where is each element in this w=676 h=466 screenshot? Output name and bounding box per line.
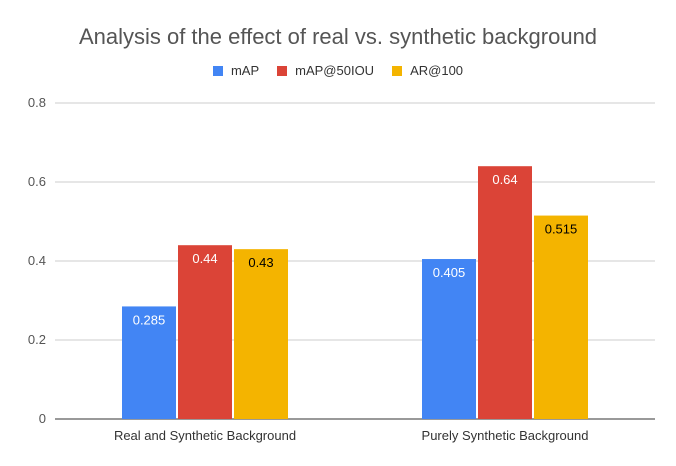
legend-item-map: mAP [212,63,260,78]
bar-value-label: 0.43 [248,255,273,270]
bar [178,245,232,419]
legend-label-ar100: AR@100 [410,63,464,78]
legend-label-map50iou: mAP@50IOU [295,63,375,78]
bar-value-label: 0.515 [545,222,578,237]
legend-item-ar100: AR@100 [392,63,463,78]
y-tick-label: 0.4 [28,253,46,268]
bar-value-label: 0.405 [433,265,466,280]
chart-title: Analysis of the effect of real vs. synth… [78,24,598,49]
legend-label-map: mAP [230,63,260,78]
bar [478,166,532,419]
bar-value-label: 0.44 [192,251,217,266]
bar-value-label: 0.64 [492,172,517,187]
chart-legend: mAP mAP@50IOU AR@100 [0,63,676,78]
legend-swatch-ar100 [392,65,403,76]
x-tick-label: Purely Synthetic Background [422,428,589,443]
bar [422,259,476,419]
y-tick-label: 0.6 [28,174,46,189]
bar [234,249,288,419]
legend-swatch-map50iou [277,65,288,76]
legend-swatch-map [212,65,223,76]
y-tick-label: 0.8 [28,95,46,110]
y-tick-label: 0 [39,411,46,426]
legend-item-map50iou: mAP@50IOU [277,63,374,78]
x-tick-label: Real and Synthetic Background [114,428,296,443]
bar [534,215,588,419]
bar-value-label: 0.285 [133,312,166,327]
y-tick-label: 0.2 [28,332,46,347]
bar [122,306,176,419]
